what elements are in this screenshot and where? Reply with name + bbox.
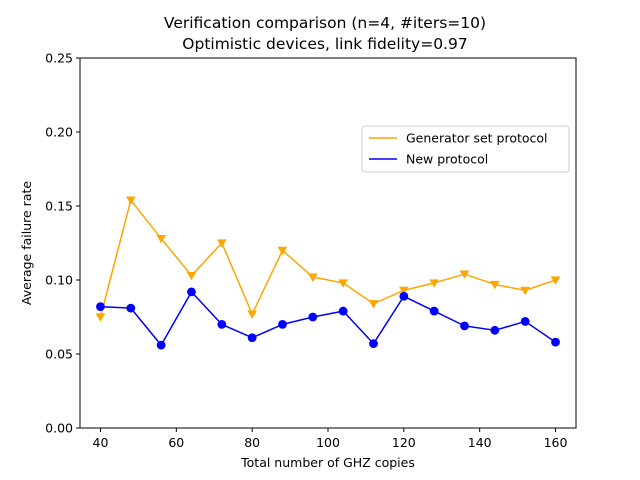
legend-box xyxy=(361,125,570,173)
x-tick-label: 160 xyxy=(544,435,568,450)
series-1-point xyxy=(126,303,136,313)
x-axis-ticks: 40 60 80 100 120 140 160 xyxy=(93,428,568,450)
series-1-point xyxy=(429,306,439,316)
series-1-point xyxy=(369,339,378,349)
series-0-point xyxy=(95,313,106,322)
x-tick-label: 40 xyxy=(93,435,109,450)
series-1-point xyxy=(520,317,530,326)
series-1-point xyxy=(247,333,257,343)
series-0-point xyxy=(520,286,530,296)
series-1-point xyxy=(187,287,196,297)
series-0-point xyxy=(186,271,197,281)
series-0-point xyxy=(247,310,257,319)
series-0-point xyxy=(399,286,409,296)
legend-label-generator: Generator set protocol xyxy=(406,131,548,146)
x-tick-label: 80 xyxy=(244,435,260,450)
y-tick-label: 0.10 xyxy=(45,273,73,288)
series-1-point xyxy=(96,302,105,312)
series-1-point xyxy=(551,337,560,347)
series-0-point xyxy=(277,246,288,256)
y-axis-ticks: 0.00 0.05 0.10 0.15 0.20 0.25 xyxy=(45,51,80,436)
legend: Generator set protocol New protocol xyxy=(361,125,570,173)
series-0-point xyxy=(156,234,166,244)
series-layer xyxy=(95,196,561,350)
series-1-point xyxy=(156,340,166,350)
chart-title: Verification comparison (n=4, #iters=10) xyxy=(164,14,486,32)
y-tick-label: 0.05 xyxy=(45,347,73,362)
series-line-1 xyxy=(100,291,556,346)
series-0-point xyxy=(550,276,561,285)
y-tick-label: 0.00 xyxy=(45,421,73,436)
legend-label-new: New protocol xyxy=(406,152,488,167)
x-axis-label: Total number of GHZ copies xyxy=(240,455,415,470)
y-tick-label: 0.15 xyxy=(45,199,73,214)
series-0-point xyxy=(126,196,136,205)
series-1-point xyxy=(399,291,409,301)
series-1-point xyxy=(217,320,227,329)
series-0-point xyxy=(368,300,379,309)
series-1-point xyxy=(308,312,318,322)
series-0-point xyxy=(429,279,439,288)
x-tick-label: 60 xyxy=(168,435,184,450)
series-1-point xyxy=(490,325,500,335)
x-tick-label: 100 xyxy=(316,435,340,450)
plot-area xyxy=(80,58,576,428)
x-tick-label: 140 xyxy=(468,435,492,450)
series-0-point xyxy=(490,280,500,290)
chart-subtitle: Optimistic devices, link fidelity=0.97 xyxy=(182,35,467,53)
series-1-point xyxy=(338,306,348,316)
series-0-point xyxy=(338,279,348,288)
series-1-point xyxy=(278,320,287,329)
y-tick-label: 0.25 xyxy=(45,51,73,66)
y-axis-label: Average failure rate xyxy=(19,181,34,305)
series-1-point xyxy=(460,321,469,331)
plot-frame xyxy=(79,57,577,429)
x-tick-label: 120 xyxy=(392,435,416,450)
series-0-point xyxy=(217,239,227,248)
y-tick-label: 0.20 xyxy=(45,125,73,140)
series-0-point xyxy=(459,270,470,279)
series-line-0 xyxy=(99,199,556,318)
series-0-point xyxy=(308,273,318,282)
